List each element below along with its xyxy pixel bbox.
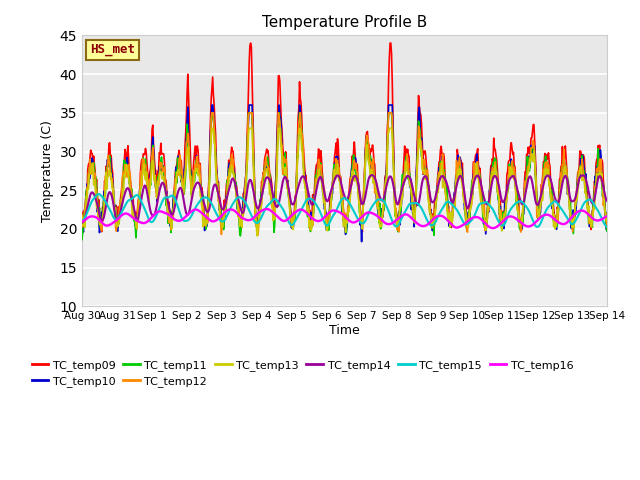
TC_temp15 (88, 199, 95, 205)
TC_temp10 (88, 164, 95, 170)
TC_temp11 (78, 237, 86, 242)
TC_temp09 (88, 150, 95, 156)
TC_temp12 (78, 217, 86, 223)
TC_temp09 (223, 181, 230, 187)
TC_temp12 (195, 171, 203, 177)
TC_temp10 (358, 239, 365, 244)
TC_temp16 (141, 220, 149, 226)
TC_temp15 (196, 199, 204, 204)
TC_temp12 (223, 185, 231, 191)
TC_temp09 (247, 40, 255, 46)
TC_temp15 (409, 201, 417, 206)
TC_temp16 (263, 206, 271, 212)
TC_temp14 (603, 198, 611, 204)
TC_temp13 (208, 125, 216, 131)
TC_temp12 (208, 110, 216, 116)
TC_temp14 (424, 180, 432, 186)
TC_temp11 (195, 167, 203, 173)
TC_temp11 (603, 228, 611, 234)
TC_temp13 (195, 172, 203, 178)
Line: TC_temp09: TC_temp09 (82, 43, 607, 232)
TC_temp10 (195, 171, 203, 177)
Line: TC_temp14: TC_temp14 (82, 175, 607, 223)
TC_temp10 (603, 227, 611, 233)
TC_temp11 (208, 110, 216, 116)
Legend: TC_temp09, TC_temp10, TC_temp11, TC_temp12, TC_temp13, TC_temp14, TC_temp15, TC_: TC_temp09, TC_temp10, TC_temp11, TC_temp… (27, 355, 578, 392)
Line: TC_temp15: TC_temp15 (82, 194, 607, 227)
TC_temp16 (424, 221, 432, 227)
TC_temp09 (603, 210, 611, 216)
TC_temp10 (425, 193, 433, 199)
TC_temp13 (223, 194, 231, 200)
TC_temp13 (88, 164, 95, 169)
TC_temp10 (208, 102, 216, 108)
TC_temp10 (223, 187, 231, 193)
TC_temp13 (141, 177, 149, 182)
TC_temp09 (358, 229, 366, 235)
TC_temp13 (425, 200, 433, 206)
X-axis label: Time: Time (329, 324, 360, 337)
TC_temp15 (78, 218, 86, 224)
TC_temp15 (424, 219, 432, 225)
TC_temp11 (88, 163, 95, 168)
TC_temp14 (223, 196, 230, 202)
TC_temp15 (534, 224, 541, 230)
TC_temp12 (410, 214, 417, 219)
TC_temp15 (223, 213, 231, 218)
TC_temp10 (141, 168, 149, 174)
TC_temp12 (254, 232, 262, 238)
TC_temp09 (410, 209, 417, 215)
TC_temp11 (141, 156, 149, 162)
TC_temp15 (95, 191, 102, 197)
TC_temp16 (88, 214, 95, 219)
TC_temp12 (88, 171, 95, 177)
TC_temp16 (223, 208, 230, 214)
Line: TC_temp11: TC_temp11 (82, 113, 607, 240)
TC_temp10 (410, 206, 417, 212)
TC_temp10 (78, 232, 86, 238)
TC_temp14 (368, 172, 376, 178)
TC_temp12 (425, 192, 433, 197)
TC_temp09 (78, 209, 86, 215)
TC_temp13 (603, 218, 611, 224)
TC_temp13 (78, 212, 86, 218)
Title: Temperature Profile B: Temperature Profile B (262, 15, 427, 30)
TC_temp14 (88, 190, 95, 195)
TC_temp14 (195, 180, 203, 186)
TC_temp14 (78, 220, 86, 226)
TC_temp16 (603, 214, 611, 219)
TC_temp12 (141, 162, 149, 168)
TC_temp15 (603, 224, 611, 229)
TC_temp09 (141, 145, 149, 151)
TC_temp13 (253, 233, 261, 239)
TC_temp09 (425, 182, 433, 188)
TC_temp13 (410, 209, 417, 215)
TC_temp14 (409, 186, 417, 192)
Bar (82, 36, 607, 113)
TC_temp09 (195, 162, 203, 168)
Y-axis label: Temperature (C): Temperature (C) (41, 120, 54, 222)
TC_temp15 (142, 210, 150, 216)
TC_temp14 (141, 183, 149, 189)
TC_temp16 (78, 219, 86, 225)
TC_temp16 (489, 225, 497, 231)
Line: TC_temp10: TC_temp10 (82, 105, 607, 241)
Text: HS_met: HS_met (90, 43, 135, 56)
TC_temp16 (195, 208, 203, 214)
Line: TC_temp13: TC_temp13 (82, 128, 607, 236)
TC_temp11 (409, 206, 417, 212)
Line: TC_temp16: TC_temp16 (82, 209, 607, 228)
TC_temp11 (223, 177, 231, 183)
TC_temp11 (424, 172, 432, 178)
Line: TC_temp12: TC_temp12 (82, 113, 607, 235)
TC_temp16 (409, 216, 417, 222)
TC_temp12 (603, 224, 611, 230)
